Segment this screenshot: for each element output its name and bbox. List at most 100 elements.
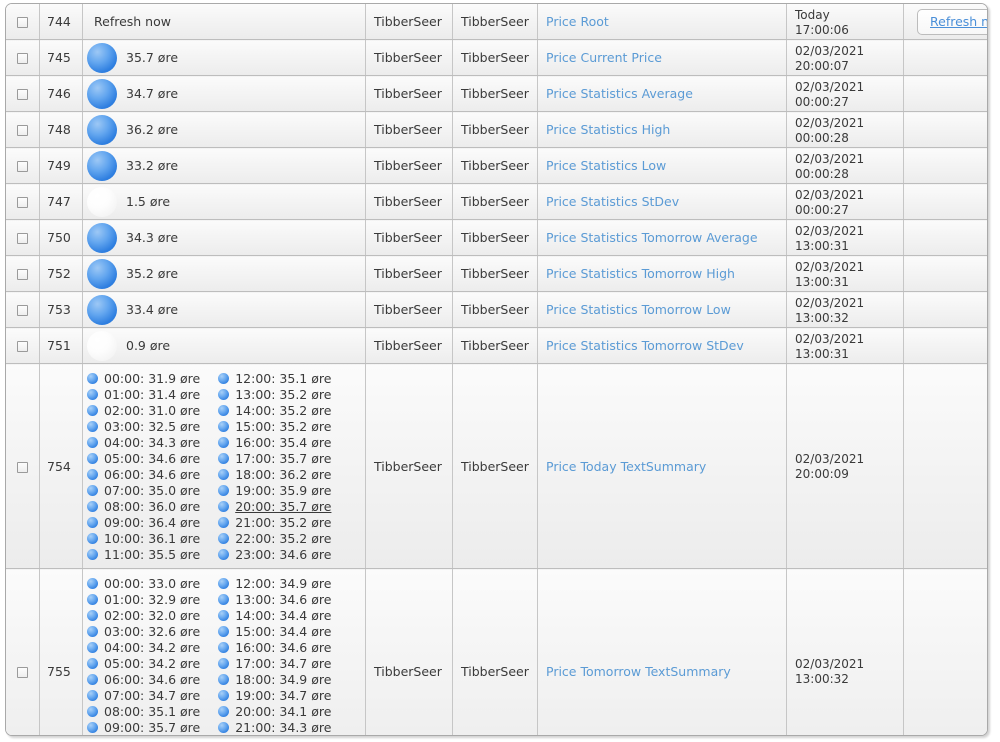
price-dot-icon xyxy=(218,532,230,544)
row-name-link[interactable]: Price Root xyxy=(546,14,609,29)
row-name-link[interactable]: Price Statistics Tomorrow Average xyxy=(546,230,758,245)
row-name-link[interactable]: Price Statistics High xyxy=(546,122,671,137)
row-select-checkbox[interactable] xyxy=(17,17,28,28)
hour-price-item: 19:00: 35.9 øre xyxy=(218,482,331,498)
price-bubble-icon xyxy=(87,222,117,253)
value-text: 1.5 øre xyxy=(126,194,171,209)
row-name-cell[interactable]: Price Statistics Tomorrow StDev xyxy=(537,327,787,364)
row-name-cell[interactable]: Price Statistics Average xyxy=(537,75,787,112)
price-bubble-icon xyxy=(87,150,117,181)
row-select-checkbox-cell[interactable] xyxy=(6,568,40,735)
row-name-cell[interactable]: Price Current Price xyxy=(537,39,787,76)
row-select-checkbox-cell[interactable] xyxy=(6,363,40,569)
table-row[interactable]: 744 Refresh now TibberSeer TibberSeer Price … xyxy=(6,4,987,40)
row-name-link[interactable]: Price Today TextSummary xyxy=(546,458,707,474)
row-name-cell[interactable]: Price Statistics Tomorrow Average xyxy=(537,219,787,256)
row-name-cell[interactable]: Price Statistics StDev xyxy=(537,183,787,220)
row-select-checkbox[interactable] xyxy=(17,125,28,136)
price-dot-icon xyxy=(87,673,98,685)
hour-price-item: 19:00: 34.7 øre xyxy=(218,687,331,703)
row-name-cell[interactable]: Price Statistics Tomorrow High xyxy=(537,255,787,292)
refresh-now-button[interactable]: Refresh now xyxy=(917,8,987,35)
row-select-checkbox[interactable] xyxy=(17,233,28,244)
row-timestamp: 02/03/2021 13:00:31 xyxy=(795,259,865,289)
row-select-checkbox[interactable] xyxy=(17,269,28,280)
row-name-link[interactable]: Price Statistics Tomorrow StDev xyxy=(546,338,744,353)
hour-price-label: 09:00: 36.4 øre xyxy=(104,514,201,530)
row-action-cell xyxy=(903,75,987,112)
hour-price-item: 05:00: 34.2 øre xyxy=(87,655,200,671)
row-select-checkbox-cell[interactable] xyxy=(6,327,40,364)
hour-price-item: 04:00: 34.2 øre xyxy=(87,639,200,655)
row-name-link[interactable]: Price Current Price xyxy=(546,50,662,65)
row-select-checkbox-cell[interactable] xyxy=(6,39,40,76)
value-wrap: 33.4 øre xyxy=(83,292,365,327)
row-select-checkbox[interactable] xyxy=(17,53,28,64)
row-select-checkbox-cell[interactable] xyxy=(6,147,40,184)
price-dot-icon xyxy=(218,577,230,589)
hour-price-label: 23:00: 34.6 øre xyxy=(235,546,332,562)
hour-price-item: 08:00: 35.1 øre xyxy=(87,703,200,719)
row-select-checkbox[interactable] xyxy=(17,341,28,352)
hour-price-item: 02:00: 32.0 øre xyxy=(87,607,200,623)
table-row[interactable]: 748 36.2 øre TibberSeer TibberSeer Price Sta… xyxy=(6,111,987,148)
row-value-cell: 36.2 øre xyxy=(82,111,366,148)
table-row[interactable]: 747 1.5 øre TibberSeer TibberSeer Price Stat… xyxy=(6,183,987,220)
row-name-cell[interactable]: Price Statistics High xyxy=(537,111,787,148)
row-name-cell[interactable]: Price Statistics Low xyxy=(537,147,787,184)
row-name-link[interactable]: Price Statistics Low xyxy=(546,158,667,173)
row-value-cell: 33.4 øre xyxy=(82,291,366,328)
table-row[interactable]: 750 34.3 øre TibberSeer TibberSeer Price Sta… xyxy=(6,219,987,256)
value-wrap: 1.5 øre xyxy=(83,184,365,219)
hour-price-label: 13:00: 34.6 øre xyxy=(235,591,332,607)
row-select-checkbox[interactable] xyxy=(17,161,28,172)
row-select-checkbox-cell[interactable] xyxy=(6,75,40,112)
row-value-cell: 1.5 øre xyxy=(82,183,366,220)
row-source: TibberSeer xyxy=(374,86,442,101)
row-name-cell[interactable]: Price Root xyxy=(537,4,787,40)
row-select-checkbox-cell[interactable] xyxy=(6,4,40,40)
row-name-link[interactable]: Price Statistics Tomorrow High xyxy=(546,266,735,281)
row-name-link[interactable]: Price Statistics Average xyxy=(546,86,693,101)
hour-price-label: 07:00: 35.0 øre xyxy=(104,482,201,498)
table-row[interactable]: 755 00:00: 33.0 øre 01:00: 32.9 øre 02:00: … xyxy=(6,568,987,735)
row-select-checkbox-cell[interactable] xyxy=(6,183,40,220)
row-name-link[interactable]: Price Statistics StDev xyxy=(546,194,680,209)
table-row[interactable]: 754 00:00: 31.9 øre 01:00: 31.4 øre 02:00: … xyxy=(6,363,987,569)
row-name-link[interactable]: Price Statistics Tomorrow Low xyxy=(546,302,731,317)
hour-price-label: 00:00: 33.0 øre xyxy=(104,575,201,591)
row-select-checkbox[interactable] xyxy=(17,666,28,678)
table-row[interactable]: 753 33.4 øre TibberSeer TibberSeer Price Sta… xyxy=(6,291,987,328)
row-name-link[interactable]: Price Tomorrow TextSummary xyxy=(546,663,731,679)
row-value-cell: 34.3 øre xyxy=(82,219,366,256)
row-select-checkbox-cell[interactable] xyxy=(6,111,40,148)
row-source-cell: TibberSeer xyxy=(365,291,453,328)
table-row[interactable]: 746 34.7 øre TibberSeer TibberSeer Price Sta… xyxy=(6,75,987,112)
table-row[interactable]: 751 0.9 øre TibberSeer TibberSeer Price Stat… xyxy=(6,327,987,364)
row-select-checkbox-cell[interactable] xyxy=(6,291,40,328)
row-name-cell[interactable]: Price Today TextSummary xyxy=(537,363,787,569)
row-select-checkbox[interactable] xyxy=(17,461,28,473)
value-text: 34.7 øre xyxy=(126,86,179,101)
row-id: 750 xyxy=(47,230,71,245)
row-select-checkbox[interactable] xyxy=(17,89,28,100)
hour-price-item: 17:00: 34.7 øre xyxy=(218,655,331,671)
row-value-cell: 34.7 øre xyxy=(82,75,366,112)
row-device-cell: TibberSeer xyxy=(452,75,538,112)
row-id-cell: 754 xyxy=(39,363,83,569)
table-row[interactable]: 752 35.2 øre TibberSeer TibberSeer Price Sta… xyxy=(6,255,987,292)
row-name-cell[interactable]: Price Tomorrow TextSummary xyxy=(537,568,787,735)
row-name-cell[interactable]: Price Statistics Tomorrow Low xyxy=(537,291,787,328)
device-grid: 744 Refresh now TibberSeer TibberSeer Price … xyxy=(6,4,987,735)
table-row[interactable]: 749 33.2 øre TibberSeer TibberSeer Price Sta… xyxy=(6,147,987,184)
hour-price-label: 06:00: 34.6 øre xyxy=(104,671,201,687)
row-select-checkbox-cell[interactable] xyxy=(6,219,40,256)
row-select-checkbox[interactable] xyxy=(17,305,28,316)
row-id: 744 xyxy=(47,14,71,29)
device-grid-panel: 744 Refresh now TibberSeer TibberSeer Price … xyxy=(5,3,988,736)
row-select-checkbox[interactable] xyxy=(17,197,28,208)
table-row[interactable]: 745 35.7 øre TibberSeer TibberSeer Price Cur… xyxy=(6,39,987,76)
price-dot-icon xyxy=(87,609,98,621)
row-select-checkbox-cell[interactable] xyxy=(6,255,40,292)
hour-price-item: 21:00: 35.2 øre xyxy=(218,514,331,530)
